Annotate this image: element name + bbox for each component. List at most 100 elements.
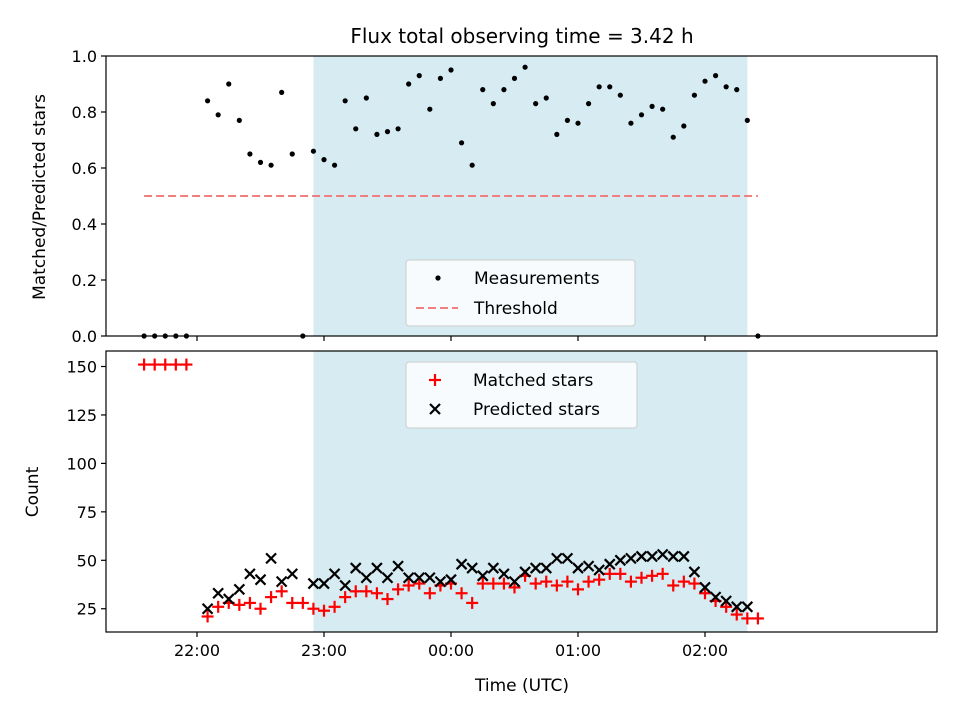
predicted-star-point	[603, 558, 616, 570]
predicted-star-point	[360, 571, 373, 584]
legend-measurements-label: Measurements	[474, 269, 600, 289]
matched-star-point	[243, 596, 256, 609]
measurement-point	[247, 151, 253, 157]
measurement-point	[268, 162, 274, 168]
predicted-star-point	[455, 558, 468, 570]
matched-star-point	[318, 604, 330, 617]
bottom-plot-frame	[105, 350, 938, 633]
measurement-point	[628, 120, 634, 126]
measurement-point	[617, 92, 623, 98]
matched-star-point	[307, 602, 320, 615]
predicted-star-point	[582, 560, 595, 572]
matched-star-point	[550, 579, 563, 592]
y-tick-label: 0.4	[72, 215, 97, 234]
matched-star-point	[508, 581, 521, 594]
bottom-y-axis: 25 50 75 100 125 150	[66, 358, 106, 619]
matched-star-point	[349, 585, 362, 598]
y-tick-label: 0.0	[72, 327, 97, 346]
top-panel: Flux total observing time = 3.42 h 0.00.…	[30, 24, 938, 346]
predicted-star-point	[254, 573, 267, 586]
y-tick-label: 1.0	[72, 47, 97, 66]
predicted-star-point	[201, 602, 214, 615]
y-tick-label: 75	[77, 503, 97, 522]
predicted-star-point	[434, 575, 447, 588]
measurement-point	[543, 95, 549, 101]
predicted-star-point	[339, 579, 351, 592]
bottom-panel: 25 50 75 100 125 150 22:00 23:00 00:00 01:00 02:0…	[23, 350, 938, 696]
predicted-star-point	[699, 581, 711, 594]
measurement-point	[204, 98, 211, 104]
x-tick-label: 23:00	[301, 641, 347, 660]
measurement-point	[384, 129, 391, 135]
predicted-star-point	[656, 548, 669, 561]
predicted-star-point	[487, 562, 500, 574]
measurement-point	[712, 73, 719, 79]
predicted-star-point	[529, 562, 542, 574]
legend-predicted-label: Predicted stars	[473, 400, 600, 420]
predicted-star-point	[688, 566, 701, 578]
predicted-star-point	[222, 593, 235, 605]
matched-star-point	[572, 583, 584, 596]
legend-matched-marker	[429, 374, 441, 386]
measurement-point	[321, 157, 327, 163]
legend-predicted-marker	[429, 403, 441, 415]
measurement-point	[406, 81, 412, 87]
matched-star-point	[339, 591, 352, 604]
matched-star-point	[730, 608, 743, 621]
predicted-star-point	[667, 550, 680, 563]
measurement-point	[596, 84, 602, 90]
predicted-star-point	[678, 550, 690, 563]
bottom-y-axis-label: Count	[23, 466, 43, 517]
predicted-star-point	[392, 560, 404, 572]
y-tick-label: 50	[77, 551, 97, 570]
y-tick-label: 0.6	[72, 159, 97, 178]
predicted-star-point	[244, 568, 256, 580]
top-y-axis-label: Matched/Predicted stars	[30, 94, 50, 300]
top-x-axis	[196, 336, 706, 341]
measurement-point	[691, 92, 698, 98]
measurement-point	[702, 78, 708, 84]
measurement-point	[480, 87, 486, 93]
predicted-star-point	[551, 552, 563, 565]
predicted-star-point	[286, 568, 299, 580]
measurement-point	[427, 106, 433, 112]
y-tick-label: 150	[66, 358, 97, 377]
matched-star-point	[593, 573, 606, 586]
measurement-point	[226, 81, 232, 87]
matched-star-point	[656, 567, 669, 580]
measurement-point	[649, 103, 655, 109]
predicted-stars-points	[201, 548, 754, 615]
predicted-star-point	[349, 562, 362, 574]
predicted-star-point	[445, 573, 457, 586]
predicted-star-point	[307, 577, 320, 590]
predicted-star-point	[233, 583, 246, 596]
measurement-point	[744, 117, 750, 123]
legend-matched-label: Matched stars	[473, 371, 593, 391]
matched-star-point	[212, 600, 225, 613]
matched-star-point	[497, 577, 510, 590]
x-tick-label: 00:00	[428, 641, 474, 660]
matched-star-point	[286, 596, 299, 609]
matched-star-point	[370, 587, 383, 600]
matched-star-point	[402, 579, 415, 592]
matched-star-point	[688, 577, 701, 590]
legend-threshold-label: Threshold	[473, 299, 558, 319]
measurement-point	[670, 134, 676, 140]
predicted-star-point	[572, 562, 584, 574]
predicted-star-point	[561, 552, 574, 565]
matched-star-point	[180, 358, 193, 371]
predicted-star-point	[466, 562, 478, 574]
measurement-point	[585, 101, 592, 107]
bottom-x-axis: 22:00 23:00 00:00 01:00 02:00	[174, 632, 728, 660]
matched-star-point	[233, 598, 246, 611]
matched-star-point	[667, 579, 680, 592]
matched-star-point	[423, 587, 436, 600]
matched-star-point	[582, 575, 595, 588]
predicted-star-point	[614, 554, 627, 567]
matched-star-point	[614, 567, 627, 580]
x-tick-label: 01:00	[555, 641, 601, 660]
matched-star-point	[751, 612, 764, 625]
bottom-legend: Matched stars Predicted stars	[405, 361, 638, 429]
measurement-point	[681, 123, 687, 129]
